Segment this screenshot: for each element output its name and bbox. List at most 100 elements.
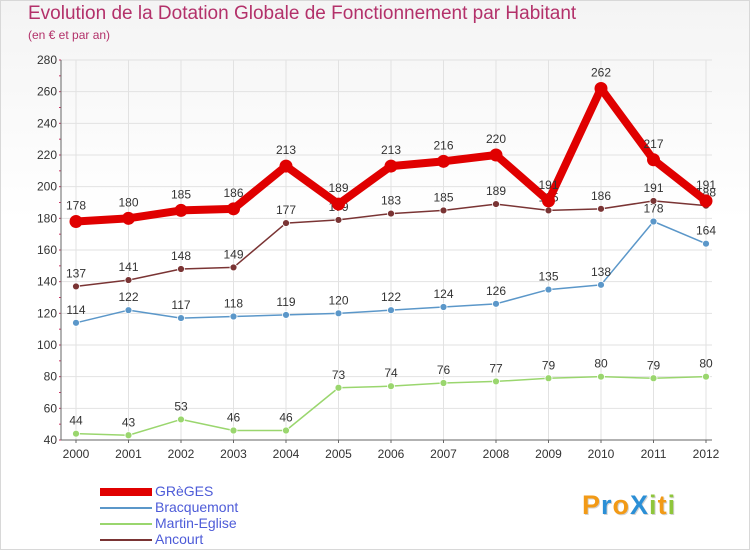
- data-point: [492, 299, 500, 308]
- data-label: 148: [171, 249, 191, 263]
- data-point: [439, 206, 448, 215]
- series-gr-ges: 178 180 185 186 213 189 213 216 220 191 262 217 191: [66, 66, 716, 228]
- y-tick-label: 60: [44, 401, 58, 415]
- y-tick-label: 260: [37, 85, 57, 99]
- data-point: [597, 280, 605, 289]
- data-label: 178: [643, 202, 663, 216]
- data-label: 191: [696, 178, 716, 192]
- data-point: [177, 415, 185, 424]
- data-label: 114: [66, 303, 85, 317]
- data-label: 186: [223, 186, 243, 200]
- data-point: [492, 377, 500, 386]
- legend-swatch: [100, 487, 152, 496]
- legend-label: Martin-Eglise: [155, 515, 237, 531]
- logo-letter: o: [612, 490, 631, 520]
- y-tick-label: 220: [37, 148, 57, 162]
- data-label: 178: [66, 199, 86, 213]
- data-point: [177, 265, 185, 273]
- x-tick-label: 2010: [588, 447, 615, 461]
- data-point: [334, 216, 343, 224]
- data-point: [649, 197, 658, 205]
- data-point: [229, 312, 238, 321]
- logo-letter: i: [649, 490, 658, 520]
- data-point: [282, 219, 290, 227]
- data-point: [544, 374, 553, 383]
- x-tick-label: 2001: [115, 447, 142, 461]
- data-point: [72, 282, 80, 291]
- y-tick-label: 120: [37, 306, 57, 320]
- legend-label: Ancourt: [155, 531, 204, 547]
- data-label: 216: [433, 138, 453, 152]
- data-label: 137: [66, 266, 86, 280]
- data-label: 124: [433, 287, 453, 301]
- logo-letter: r: [601, 490, 613, 520]
- data-label: 117: [171, 298, 190, 312]
- y-tick-label: 160: [37, 243, 57, 257]
- data-point: [489, 148, 503, 162]
- data-label: 80: [594, 357, 608, 371]
- x-tick-label: 2004: [273, 447, 300, 461]
- data-point: [69, 215, 83, 228]
- data-label: 76: [437, 363, 451, 377]
- data-label: 213: [381, 143, 401, 157]
- series-martin-eglise: 44 43 53 46 46 73 74 76 77 79 80 79 80: [69, 357, 713, 440]
- data-label: 213: [276, 143, 296, 157]
- data-point: [334, 309, 343, 318]
- y-tick-label: 80: [44, 370, 58, 384]
- data-label: 120: [328, 293, 348, 307]
- data-point: [279, 159, 293, 173]
- data-label: 185: [433, 190, 453, 204]
- data-label: 46: [279, 411, 293, 425]
- data-label: 122: [381, 290, 401, 304]
- data-point: [544, 285, 553, 294]
- data-point: [439, 379, 448, 387]
- data-point: [229, 263, 238, 272]
- data-point: [544, 206, 553, 215]
- data-label: 220: [486, 132, 506, 146]
- legend-label: GRèGES: [155, 483, 214, 499]
- x-tick-label: 2009: [535, 447, 562, 461]
- data-point: [174, 203, 188, 217]
- legend-swatch: [100, 506, 152, 509]
- data-point: [124, 306, 133, 315]
- logo-letter: i: [667, 490, 677, 520]
- data-label: 77: [489, 361, 503, 375]
- data-point: [124, 276, 133, 284]
- data-label: 180: [118, 195, 138, 209]
- data-point: [332, 197, 345, 211]
- data-label: 189: [328, 181, 348, 195]
- data-label: 217: [643, 137, 663, 151]
- data-point: [597, 372, 605, 381]
- data-point: [282, 426, 290, 435]
- legend-swatch: [100, 538, 152, 541]
- data-point: [492, 200, 500, 208]
- logo-letter: P: [582, 490, 602, 520]
- logo-letter: t: [657, 490, 668, 520]
- x-tick-label: 2000: [63, 447, 90, 461]
- data-label: 185: [171, 187, 191, 201]
- data-point: [124, 431, 133, 440]
- data-point: [282, 311, 290, 319]
- data-point: [384, 159, 398, 173]
- data-point: [649, 217, 658, 226]
- data-point: [702, 239, 710, 248]
- data-label: 189: [486, 184, 506, 198]
- data-point: [227, 202, 240, 216]
- data-point: [72, 318, 80, 327]
- data-label: 183: [381, 194, 401, 208]
- data-label: 186: [591, 189, 611, 203]
- data-point: [334, 383, 343, 392]
- data-point: [542, 194, 555, 208]
- data-label: 80: [699, 357, 713, 371]
- x-tick-label: 2007: [430, 447, 457, 461]
- data-point: [387, 382, 395, 391]
- y-tick-label: 280: [37, 53, 57, 67]
- chart-subtitle: (en € et par an): [28, 28, 111, 42]
- data-point: [699, 194, 713, 208]
- data-point: [387, 306, 395, 315]
- data-label: 135: [538, 270, 558, 284]
- data-point: [387, 209, 395, 218]
- data-label: 126: [486, 284, 506, 298]
- data-label: 73: [332, 368, 346, 382]
